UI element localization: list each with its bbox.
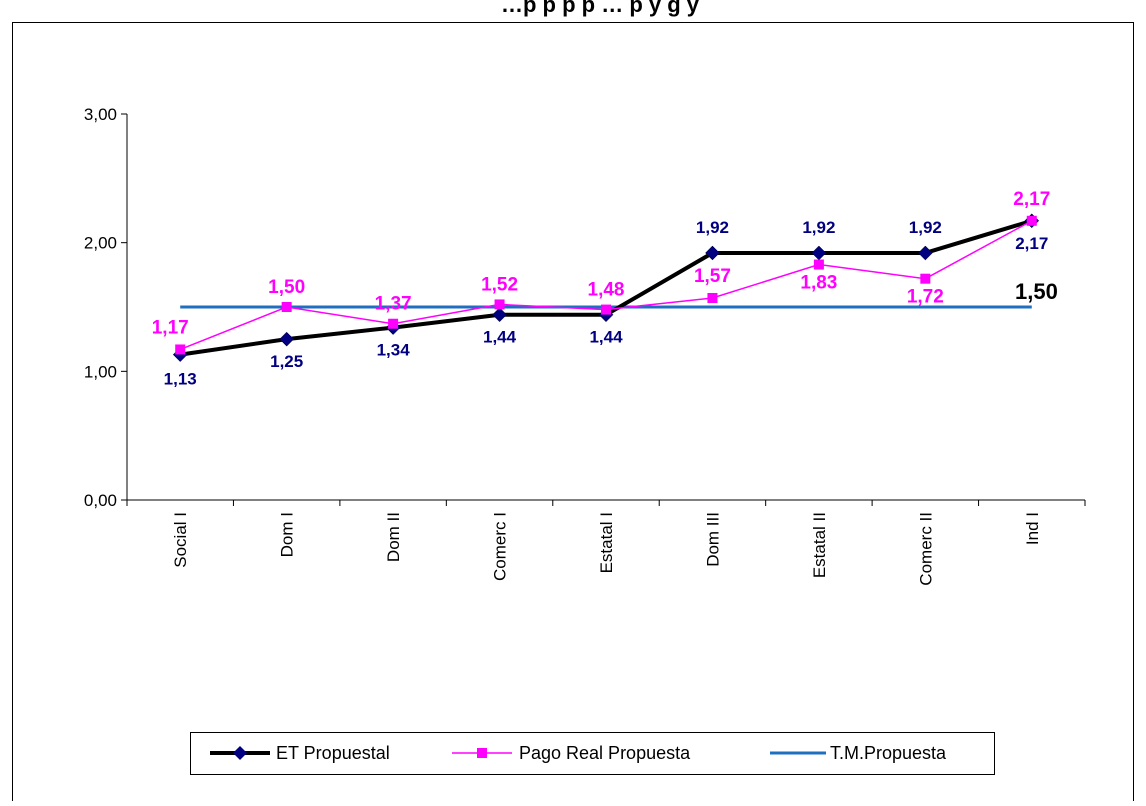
marker-pago-real (494, 299, 505, 310)
x-tick-label: Dom II (384, 512, 403, 562)
axes: 0,00 1,00 2,00 3,00 Social I Dom I Dom II Comer… (84, 105, 1086, 586)
x-tick-label: Dom I (278, 512, 297, 557)
x-tick-label: Ind I (1023, 512, 1042, 545)
marker-pago-real (281, 302, 292, 312)
marker-pago-real (1026, 215, 1037, 226)
data-label-pago-real: 1,83 (800, 273, 837, 294)
marker-pago-real (388, 318, 399, 329)
data-label-pago-real: 1,72 (907, 287, 944, 308)
marker-pago-real (920, 273, 931, 284)
y-tick-label: 0,00 (84, 491, 117, 510)
x-tick-label: Estatal I (597, 512, 616, 573)
data-label-et-propuestal: 1,25 (270, 352, 303, 371)
data-label-pago-real: 1,48 (588, 280, 625, 301)
marker-et-propuestal (279, 331, 295, 347)
x-tick-label: Comerc I (491, 512, 510, 581)
marker-pago-real (813, 259, 824, 270)
marker-et-propuestal (492, 307, 507, 323)
x-tick-label: Estatal II (810, 512, 829, 578)
x-tick-label: Comerc II (916, 512, 935, 586)
chart-border (12, 22, 1134, 806)
data-label-pago-real: 2,17 (1013, 189, 1050, 210)
marker-et-propuestal (917, 245, 933, 261)
legend-label-tm-propuesta: T.M.Propuesta (830, 743, 947, 763)
y-tick-label: 3,00 (84, 105, 117, 124)
x-tick-label: Dom III (703, 512, 722, 567)
data-label-pago-real: 1,50 (268, 277, 305, 298)
data-label-et-propuestal: 1,92 (696, 218, 729, 237)
data-label-et-propuestal: 1,92 (909, 218, 942, 237)
legend-label-pago-real: Pago Real Propuesta (519, 743, 691, 763)
legend: ET Propuestal Pago Real Propuesta T.M.Prop… (190, 732, 995, 775)
marker-pago-real (175, 344, 186, 355)
legend-marker-et-propuestal (233, 746, 247, 760)
chart-title: …p p p p … p y g y (501, 0, 700, 17)
y-tick-label: 1,00 (84, 362, 117, 381)
data-label-tm-propuesta: 1,50 (1015, 279, 1058, 304)
y-tick-label: 2,00 (84, 234, 117, 253)
marker-pago-real (601, 304, 611, 315)
x-tick-label: Social I (171, 512, 190, 568)
data-label-et-propuestal: 1,13 (164, 370, 197, 389)
data-label-pago-real: 1,17 (152, 317, 189, 338)
data-label-pago-real: 1,57 (694, 266, 731, 287)
data-label-et-propuestal: 1,92 (802, 218, 835, 237)
data-label-et-propuestal: 1,34 (377, 341, 411, 360)
plot-area: 1,50 1,13 1,25 1,34 1,44 1,44 1,92 1,92 1,92 2,17… (152, 189, 1058, 389)
legend-box (190, 732, 995, 775)
data-label-et-propuestal: 2,17 (1015, 234, 1048, 253)
legend-marker-pago-real (477, 748, 487, 758)
data-label-pago-real: 1,37 (375, 294, 412, 315)
data-label-pago-real: 1,52 (481, 274, 518, 295)
data-label-et-propuestal: 1,44 (483, 328, 517, 347)
data-label-et-propuestal: 1,44 (589, 328, 623, 347)
marker-pago-real (707, 292, 718, 303)
legend-label-et-propuestal: ET Propuestal (276, 743, 390, 763)
marker-et-propuestal (705, 245, 720, 261)
